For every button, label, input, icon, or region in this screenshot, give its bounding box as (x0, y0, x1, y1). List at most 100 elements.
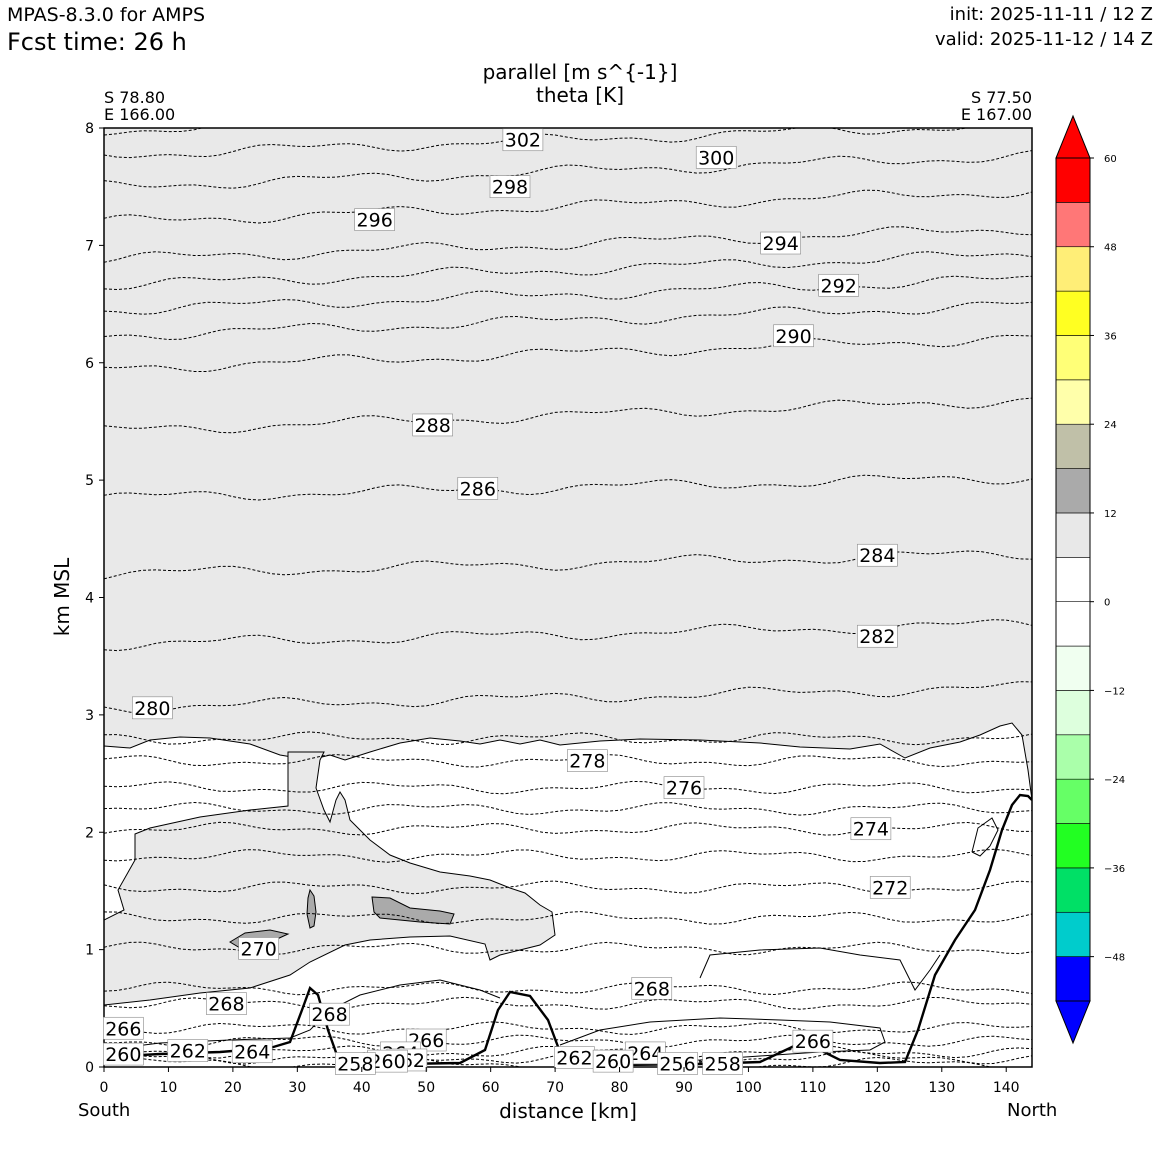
theta-label-box (335, 1052, 376, 1075)
left-endpoint-lat: S 78.80 (104, 88, 166, 107)
mid-gray-blob-b (306, 888, 317, 929)
theta-label-box (702, 1052, 743, 1075)
theta-contour-label: 270 (241, 938, 277, 960)
left-endpoint-lon: E 166.00 (104, 105, 176, 124)
colorbar-segment (1055, 246, 1091, 292)
model-name: MPAS-8.3.0 for AMPS (7, 4, 206, 26)
right-endpoint: S 77.50 E 167.00 (961, 89, 1032, 123)
theta-label-box (760, 231, 801, 255)
isentrope-line (104, 619, 1032, 652)
x-tick-label: 30 (288, 1080, 306, 1096)
x-tick-label: 10 (160, 1080, 178, 1096)
chart-title-contour: theta [K] (536, 83, 624, 107)
isentrope-line (104, 981, 1032, 996)
x-tick-label: 60 (482, 1080, 500, 1096)
y-tick-label: 7 (85, 238, 94, 254)
init-time: init: 2025-11-11 / 12 Z (949, 4, 1153, 25)
theta-contour-label: 268 (634, 978, 670, 1000)
colorbar-segment (1055, 157, 1091, 203)
colorbar-segment (1055, 335, 1091, 381)
lower-left-gray-region (104, 751, 556, 1067)
isentrope-line (104, 801, 1032, 816)
x-tick-label: 80 (611, 1080, 629, 1096)
x-tick-label: 120 (864, 1080, 891, 1096)
theta-label-box (489, 175, 531, 198)
theta-label-box (238, 937, 279, 960)
colorbar-segment (1055, 778, 1091, 824)
theta-contour-label: 278 (569, 751, 605, 773)
y-tick-label: 3 (85, 708, 94, 724)
y-tick-label: 8 (85, 121, 94, 137)
left-endpoint: S 78.80 E 166.00 (104, 89, 175, 123)
colorbar: 60 48 36 24 12 0 −12 −24 −36 −48 (1055, 114, 1125, 1045)
theta-contour-label: 298 (492, 177, 528, 199)
mid-gray-blob-a (371, 896, 455, 925)
colorbar-segment (1055, 734, 1091, 780)
theta-contour-label: 268 (208, 994, 244, 1016)
theta-label-box (792, 1029, 834, 1053)
y-tick-label: 6 (85, 356, 94, 372)
theta-label-box (103, 1042, 144, 1066)
theta-contour-label: 262 (556, 1048, 592, 1070)
colorbar-segment (1055, 601, 1091, 647)
isentrope-line (104, 731, 1032, 746)
colorbar-segment (1055, 557, 1091, 602)
theta-label-box (631, 977, 673, 1000)
theta-contour-label: 264 (234, 1042, 270, 1064)
theta-label-box (206, 992, 247, 1015)
colorbar-segment (1055, 202, 1091, 248)
colorbar-tick-label: −12 (1104, 686, 1125, 697)
y-tick-label: 1 (85, 943, 94, 959)
isentrope-line (104, 996, 1032, 1011)
colorbar-segment (1055, 290, 1091, 336)
theta-label-box (818, 273, 859, 297)
theta-contour-label: 272 (872, 877, 908, 899)
colorbar-tick-label: 36 (1104, 331, 1117, 342)
colorbar-segment (1055, 645, 1091, 691)
north-small-contour (971, 817, 999, 857)
theta-label-box (592, 1049, 634, 1073)
theta-label-box (657, 1052, 698, 1075)
x-tick-label: 130 (928, 1080, 955, 1096)
isentrope-line (104, 1034, 1032, 1049)
valid-time: valid: 2025-11-12 / 14 Z (935, 29, 1153, 50)
south-label: South (78, 1100, 131, 1121)
isentrope-line (104, 397, 1032, 434)
x-tick-label: 70 (546, 1080, 564, 1096)
theta-contour-label: 302 (505, 130, 541, 152)
right-endpoint-lon: E 167.00 (960, 105, 1032, 124)
theta-label-box (869, 876, 911, 899)
x-tick-label: 140 (993, 1080, 1020, 1096)
colorbar-segment (1055, 956, 1091, 1002)
y-axis-ticks: 0 1 2 3 4 5 6 7 8 (85, 121, 104, 1076)
x-axis-label: distance [km] (499, 1099, 637, 1123)
theta-contour-label: 292 (821, 275, 857, 297)
isentrope-line (104, 226, 1032, 263)
theta-contour-label: 280 (134, 698, 170, 720)
theta-label-box (850, 817, 892, 841)
theta-contour-label: 268 (311, 1004, 347, 1026)
colorbar-tick-label: 12 (1104, 509, 1117, 520)
y-tick-label: 5 (85, 473, 94, 489)
theta-label-box (309, 1002, 350, 1026)
theta-label-box (412, 413, 453, 437)
isentrope-line (104, 334, 1032, 372)
theta-label-box (502, 128, 544, 152)
theta-label-group: 302 300 298 296 294 292 290 288 286 284 282 280 278 2… (103, 128, 911, 1075)
theta-contour-label: 294 (763, 233, 799, 255)
colorbar-segment (1055, 690, 1091, 736)
theta-label-box (857, 543, 898, 567)
colorbar-segment (1055, 512, 1091, 558)
colorbar-tick-label: 48 (1104, 243, 1117, 254)
theta-contour-label: 262 (170, 1041, 206, 1063)
x-tick-label: 0 (100, 1080, 109, 1096)
theta-contour-label: 276 (666, 778, 702, 800)
colorbar-segment (1055, 823, 1091, 869)
colorbar-frame (1055, 157, 1091, 1002)
isentrope-line (104, 911, 1032, 925)
colorbar-tick-label: 0 (1104, 598, 1110, 609)
colorbar-tick-label: −24 (1104, 775, 1125, 786)
y-tick-label: 4 (85, 591, 94, 607)
theta-label-box (773, 324, 814, 348)
theta-label-box (167, 1039, 209, 1062)
